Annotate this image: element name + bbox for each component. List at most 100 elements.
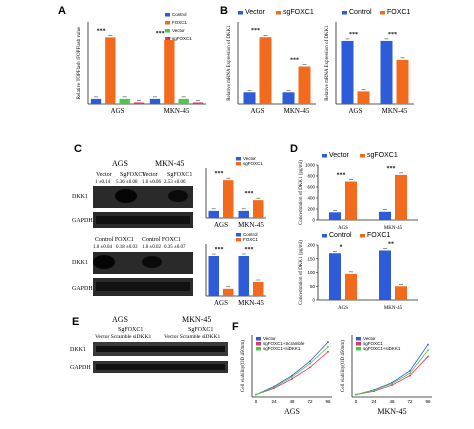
blot-c-top: AGS MKN-45 Vector SgFOXC1 Vector SgFOXC1… — [72, 159, 193, 228]
f-ags-point-2-0 — [255, 393, 257, 396]
blot-e-header-mkn: MKN-45 — [182, 315, 211, 324]
c-bottom-bar-0-1 — [223, 288, 234, 296]
blot-c2-q1: 1.0 ±0.04 — [93, 245, 112, 250]
f-mkn45-xtick-1: 24 — [371, 399, 377, 404]
b-right-bar-0-1 — [357, 91, 370, 104]
c-bottom-sig-1: *** — [245, 247, 254, 253]
blot-c-bottom-band-2 — [142, 256, 162, 268]
f-ags-point-2-4 — [327, 346, 329, 348]
d-bottom-sig-1: ** — [388, 242, 394, 248]
blot-e: AGS MKN-45 SgFOXC1 SgFOXC1 Vector Scramb… — [70, 315, 228, 373]
c-bottom-bar-0-0 — [208, 256, 219, 296]
blot-c-top-gapdh-band — [96, 216, 190, 224]
blot-c2-q3: 1.0 ±0.02 — [142, 245, 161, 250]
blot-c2-q4: 0.35 ±0.07 — [164, 245, 186, 250]
f-ags-legend-swatch-0 — [256, 337, 261, 341]
panel-label-e: E — [72, 316, 79, 328]
d-bottom-ylabel: Concentration of DKK1 (pg/ml) — [299, 240, 304, 305]
a-bar-0-1 — [105, 37, 116, 104]
d-bottom-ytick-label-1: 50 — [310, 284, 316, 289]
d-bottom-ytick-label-2: 100 — [307, 270, 315, 275]
b-left-bar-1-0 — [282, 92, 295, 104]
blot-e-header-ags: AGS — [112, 315, 128, 324]
f-mkn45-point-1-3 — [409, 374, 411, 377]
a-xtick-1: MKN-45 — [164, 107, 190, 115]
c-top-bar-1-1 — [253, 200, 264, 218]
f-mkn45-xtick-0: 0 — [355, 399, 358, 404]
blot-c-bottom: Control FOXC1 Control FOXC1 1.0 ±0.04 0.… — [72, 237, 193, 296]
blot-c-top-band — [115, 189, 137, 203]
a-bar-0-0 — [90, 98, 102, 104]
panel-label-b: B — [220, 5, 228, 17]
a-legend-label-0: Control — [172, 12, 187, 17]
f-mkn45-xlabel: MKN-45 — [377, 407, 406, 416]
blot-c-q2: 5.36 ±0.08 — [116, 180, 138, 185]
f-mkn45-legend-swatch-2 — [356, 347, 361, 351]
b-right-xtick-0: AGS — [348, 107, 362, 115]
f-ags-series-line-1 — [255, 351, 329, 395]
f-ags-point-1-3 — [309, 366, 311, 369]
blot-e-row-gapdh: GAPDH — [70, 365, 91, 371]
a-legend-label-1: FOXC1 — [172, 20, 188, 25]
d-top-legend-label-0: Vector — [329, 152, 350, 159]
d-top-ytick-label-5: 1000 — [305, 163, 316, 168]
f-ags-xtick-0: 0 — [255, 399, 258, 404]
c-top-legend-label-0: Vector — [243, 156, 256, 161]
blot-c-col-4: SgFOXC1 — [167, 172, 192, 178]
f-mkn45-series-line-0 — [355, 344, 429, 396]
c-bottom-sig-0: *** — [215, 247, 224, 253]
c-bottom-xtick-0: AGS — [214, 299, 228, 307]
d-bottom-xtick-0: AGS — [338, 306, 348, 311]
d-bottom-bar-1-0 — [379, 250, 391, 300]
f-mkn45-ylabel: Cell viability(OD 450nm) — [341, 340, 346, 392]
b-left-legend-swatch-0 — [238, 11, 243, 15]
b-left-bar-0-1 — [259, 37, 272, 104]
d-top-ytick-label-2: 400 — [307, 196, 315, 201]
f-mkn45-point-0-3 — [409, 369, 411, 372]
b-right-legend-label-0: Control — [349, 9, 372, 16]
blot-c-q3: 1.0 ±0.06 — [142, 180, 161, 185]
b-left-ylabel: Relative mRNA Expression of DKK1 — [227, 25, 232, 101]
b-left-xtick-1: MKN-45 — [284, 107, 310, 115]
d-top-bar-1-1 — [395, 174, 407, 220]
d-bottom-legend-swatch-0 — [322, 234, 327, 238]
c-bottom-bar-1-1 — [253, 282, 264, 296]
c-top-bar-1-0 — [238, 210, 249, 218]
c-top-bar-0-1 — [223, 180, 234, 218]
c-top-bar-0-0 — [208, 210, 219, 218]
f-mkn45-series-line-2 — [355, 350, 429, 396]
b-right-xtick-1: MKN-45 — [382, 107, 408, 115]
f-mkn45-legend-label-2: sgFOXC1+siDKK1 — [363, 346, 401, 351]
f-ags-legend-swatch-1 — [256, 342, 261, 346]
d-top-xtick-0: AGS — [338, 226, 348, 231]
a-legend-swatch-3 — [165, 37, 170, 41]
f-ags-legend-label-2: sgFOXC1+siDKK1 — [263, 346, 301, 351]
a-bar-0-3 — [133, 102, 145, 104]
d-bottom-bar-1-1 — [395, 286, 407, 300]
c-bottom-legend-label-1: FOXC1 — [243, 237, 259, 242]
charts-layer: Relative TOPFlash /FOPFlash value Control… — [77, 9, 432, 416]
f-mkn45-point-2-2 — [391, 382, 393, 385]
a-sig-0: *** — [97, 28, 106, 34]
c-top-legend-swatch-1 — [236, 162, 241, 166]
blot-e-cols-mkn: Vector Scramble siDKK1 — [164, 334, 220, 340]
blot-c-col-3: Vector — [142, 172, 158, 178]
c-bottom-legend-swatch-0 — [236, 233, 241, 237]
blot-c-top-band-2 — [168, 190, 188, 202]
blot-c-col-2: SgFOXC1 — [120, 172, 145, 178]
f-mkn45-point-2-4 — [427, 349, 429, 352]
d-bottom-legend-swatch-1 — [360, 234, 365, 238]
d-bottom-bar-0-1 — [345, 273, 357, 300]
b-right-sig-0: *** — [349, 32, 358, 38]
f-ags-legend-label-0: Vector — [263, 336, 276, 341]
d-bottom-xtick-1: MKN-45 — [384, 306, 403, 311]
blot-e-sub-ags: SgFOXC1 — [118, 327, 143, 333]
d-bottom-ytick-label-4: 200 — [307, 243, 315, 248]
f-mkn45-legend-label-0: Vector — [363, 336, 376, 341]
d-top-ytick-label-4: 800 — [307, 174, 315, 179]
b-left-legend-label-1: sgFOXC1 — [283, 9, 314, 16]
c-bottom-xtick-1: MKN-45 — [238, 299, 264, 307]
f-ags-legend-swatch-2 — [256, 347, 261, 351]
f-ags-ylabel: Cell viability(OD 450nm) — [241, 340, 246, 392]
d-top-ytick-label-0: 0 — [312, 218, 315, 223]
